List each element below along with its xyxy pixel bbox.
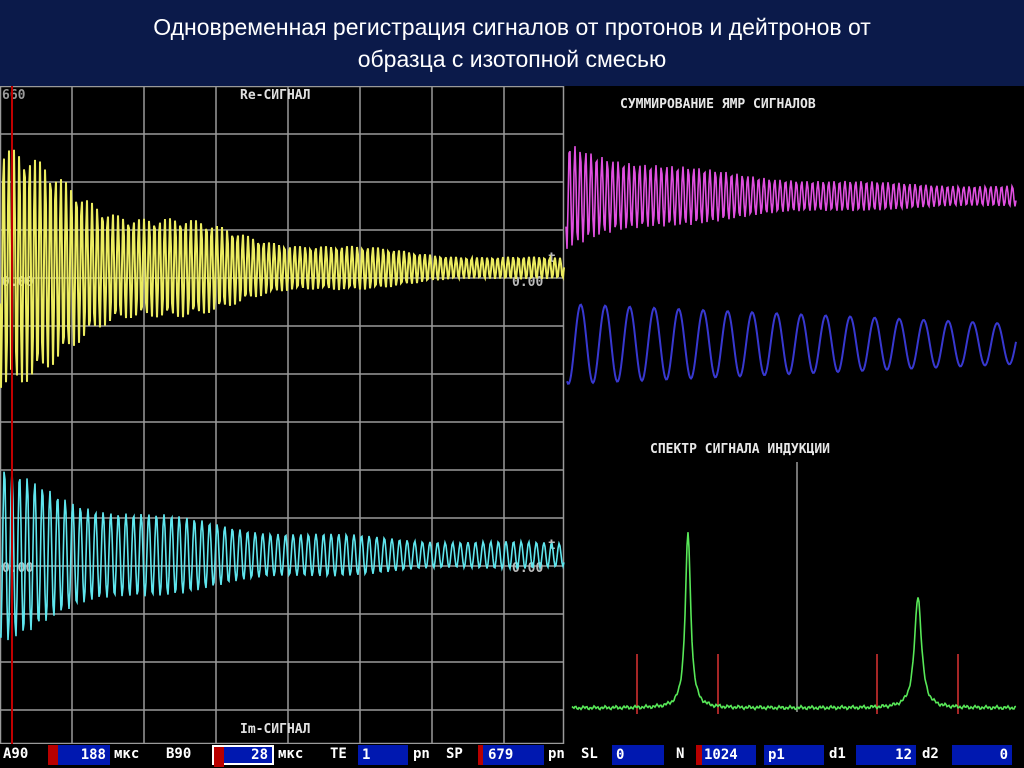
d2-field[interactable]: 0 [952, 745, 1012, 765]
title-line-1: Одновременная регистрация сигналов от пр… [153, 14, 871, 40]
re-signal-trace [0, 149, 565, 388]
b90-field[interactable]: 28 [212, 745, 274, 767]
spectrum-title: СПЕКТР СИГНАЛА ИНДУКЦИИ [650, 442, 830, 457]
a90-value: 188 [80, 747, 106, 763]
oscilloscope-display: 660 Re-СИГНАЛ t 0.00 0.00 t 0.00 0.00 Im… [0, 86, 1017, 744]
spectrum-markers [636, 654, 959, 714]
status-bar: A90 188 мкс B90 28 мкс TE 1 pn SP 679 pn… [0, 744, 1024, 768]
top-value-label: 660 [2, 88, 26, 103]
spectrum-trace [571, 532, 1017, 711]
a90-label: A90 [3, 746, 29, 762]
left-grid [0, 86, 565, 744]
title-line-2: образца с изотопной смесью [357, 46, 667, 72]
sum-signal-trace [565, 146, 1017, 249]
sp-value: 679 [488, 747, 514, 763]
d1-value: 12 [895, 747, 912, 763]
a90-unit: мкс [114, 746, 140, 762]
d2-value: 0 [999, 747, 1008, 763]
sp-field[interactable]: 679 [478, 745, 544, 765]
t-label-re: t [548, 251, 556, 266]
n-field[interactable]: 1024 [696, 745, 756, 765]
b90-value: 28 [251, 747, 268, 763]
sum-title: СУММИРОВАНИЕ ЯМР СИГНАЛОВ [620, 97, 816, 112]
p1-field[interactable]: p1 [764, 745, 824, 765]
te-field[interactable]: 1 [358, 745, 408, 765]
te-label: TE [330, 746, 347, 762]
grid-frame [0, 86, 565, 744]
d2-label: d2 [922, 746, 939, 762]
im-signal-label: Im-СИГНАЛ [240, 722, 310, 737]
sp-label: SP [446, 746, 463, 762]
p1-value: p1 [768, 747, 785, 763]
sl-value: 0 [616, 747, 625, 763]
slide-title: Одновременная регистрация сигналов от пр… [0, 0, 1024, 86]
sl-field[interactable]: 0 [612, 745, 664, 765]
te-unit: pn [413, 746, 430, 762]
b90-unit: мкс [278, 746, 304, 762]
sp-unit: pn [548, 746, 565, 762]
im-signal-trace [0, 470, 565, 641]
te-value: 1 [362, 747, 371, 763]
sl-label: SL [581, 746, 598, 762]
n-value: 1024 [704, 747, 738, 763]
re-signal-label: Re-СИГНАЛ [240, 88, 310, 103]
d1-label: d1 [829, 746, 846, 762]
a90-field[interactable]: 188 [48, 745, 110, 765]
d1-field[interactable]: 12 [856, 745, 916, 765]
n-label: N [676, 746, 685, 762]
b90-label: B90 [166, 746, 192, 762]
im-zero-right: 0.00 [512, 561, 543, 576]
sine-signal-trace [566, 303, 1017, 385]
re-zero-right: 0.00 [512, 275, 543, 290]
